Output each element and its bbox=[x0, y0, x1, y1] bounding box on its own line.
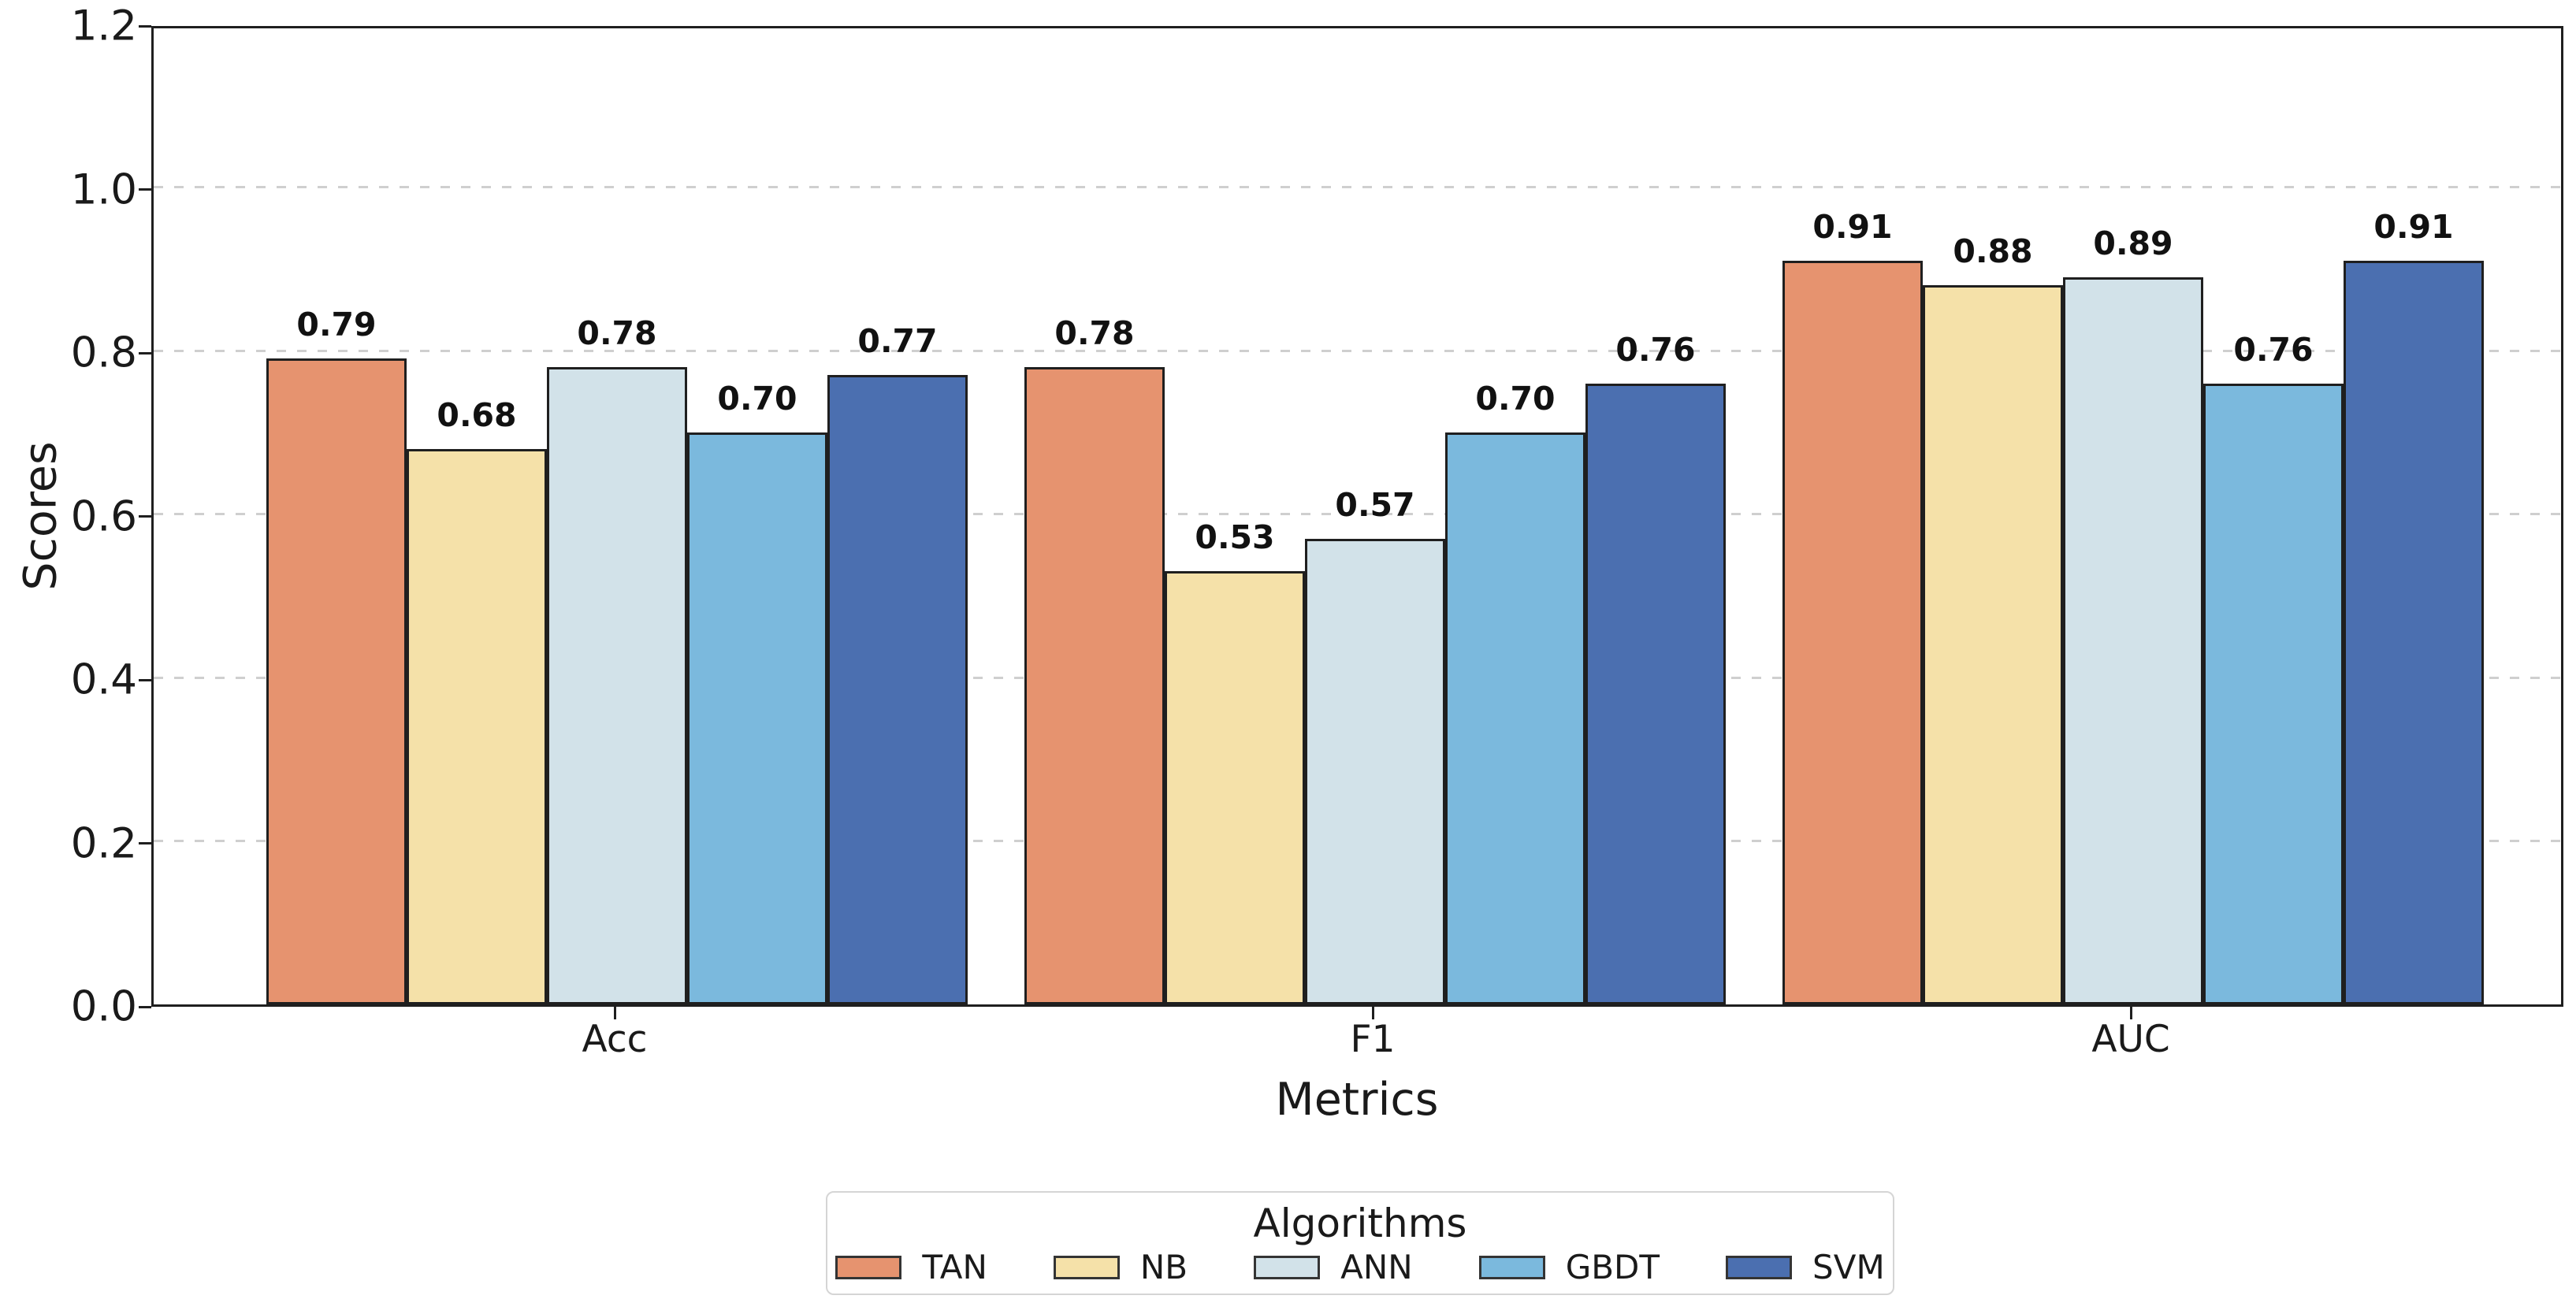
y-tick-label: 0.2 bbox=[70, 819, 137, 867]
x-tick-label-F1: F1 bbox=[1350, 1018, 1396, 1061]
x-tick-mark bbox=[613, 1007, 616, 1019]
y-tick-mark bbox=[139, 678, 151, 681]
bar-GBDT-AUC bbox=[2203, 383, 2344, 1004]
bar-NB-Acc bbox=[407, 448, 547, 1004]
legend-swatch-GBDT bbox=[1478, 1256, 1545, 1280]
bar-GBDT-Acc bbox=[687, 432, 827, 1004]
y-tick-label: 0.8 bbox=[70, 328, 137, 377]
bar-value-SVM-AUC: 0.91 bbox=[2373, 207, 2454, 246]
y-tick-mark bbox=[139, 1005, 151, 1008]
legend-swatch-TAN bbox=[835, 1256, 902, 1280]
bar-value-SVM-F1: 0.76 bbox=[1615, 330, 1696, 369]
bar-SVM-F1 bbox=[1585, 383, 1726, 1004]
legend-items: TAN NB ANN GBDT SVM bbox=[835, 1248, 1885, 1287]
bar-TAN-AUC bbox=[1782, 260, 1923, 1004]
legend-item-SVM: SVM bbox=[1726, 1251, 1885, 1284]
bar-ANN-AUC bbox=[2063, 277, 2203, 1004]
bar-ANN-Acc bbox=[547, 366, 687, 1004]
y-axis-title: Scores bbox=[14, 441, 67, 591]
bar-value-NB-Acc: 0.68 bbox=[437, 395, 517, 434]
x-axis-title: Metrics bbox=[1275, 1074, 1439, 1126]
bar-NB-AUC bbox=[1923, 285, 2063, 1004]
bar-value-GBDT-Acc: 0.70 bbox=[717, 379, 797, 418]
y-tick-label: 1.0 bbox=[70, 165, 137, 213]
legend-swatch-NB bbox=[1053, 1256, 1120, 1280]
y-tick-mark bbox=[139, 515, 151, 518]
legend-label-TAN: TAN bbox=[922, 1248, 987, 1287]
bar-value-GBDT-AUC: 0.76 bbox=[2233, 330, 2314, 369]
bar-value-NB-AUC: 0.88 bbox=[1953, 232, 2033, 270]
bar-value-GBDT-F1: 0.70 bbox=[1475, 379, 1556, 418]
bar-value-TAN-Acc: 0.79 bbox=[296, 306, 377, 344]
legend-item-TAN: TAN bbox=[835, 1251, 987, 1284]
plot-area: 0.79 0.68 0.78 0.70 0.77 0.78 0.53 0.57 0.70 0.76… bbox=[151, 26, 2563, 1007]
y-tick-label: 0.4 bbox=[70, 655, 137, 704]
bar-NB-F1 bbox=[1165, 571, 1305, 1004]
bar-value-TAN-AUC: 0.91 bbox=[1812, 207, 1893, 246]
y-tick-label: 0.6 bbox=[70, 492, 137, 540]
bar-value-ANN-Acc: 0.78 bbox=[577, 314, 657, 352]
legend-item-NB: NB bbox=[1053, 1248, 1188, 1287]
bar-GBDT-F1 bbox=[1445, 432, 1585, 1004]
gridline bbox=[154, 513, 2561, 515]
bar-value-ANN-AUC: 0.89 bbox=[2093, 224, 2173, 262]
y-tick-mark bbox=[139, 351, 151, 354]
x-tick-mark bbox=[2129, 1007, 2132, 1019]
legend-item-GBDT: GBDT bbox=[1478, 1248, 1660, 1287]
y-tick-label: 1.2 bbox=[70, 2, 137, 50]
x-tick-label-AUC: AUC bbox=[2091, 1018, 2170, 1061]
gridline bbox=[154, 349, 2561, 352]
legend-title: Algorithms bbox=[1253, 1200, 1467, 1246]
y-tick-mark bbox=[139, 24, 151, 28]
legend-item-ANN: ANN bbox=[1254, 1251, 1413, 1284]
bar-value-SVM-Acc: 0.77 bbox=[857, 322, 938, 361]
bar-SVM-Acc bbox=[827, 375, 968, 1004]
bar-value-NB-F1: 0.53 bbox=[1195, 518, 1275, 557]
bar-value-ANN-F1: 0.57 bbox=[1335, 485, 1415, 524]
legend-label-NB: NB bbox=[1139, 1248, 1188, 1287]
bar-TAN-F1 bbox=[1024, 366, 1165, 1004]
gridline bbox=[154, 186, 2561, 188]
legend-label-SVM: SVM bbox=[1812, 1248, 1885, 1287]
y-tick-mark bbox=[139, 188, 151, 191]
bar-ANN-F1 bbox=[1305, 538, 1445, 1004]
bar-TAN-Acc bbox=[266, 358, 407, 1004]
legend: Algorithms TAN NB ANN GBDT SVM bbox=[826, 1191, 1894, 1295]
bar-value-TAN-F1: 0.78 bbox=[1054, 314, 1135, 352]
legend-label-GBDT: GBDT bbox=[1565, 1248, 1660, 1287]
legend-swatch-ANN bbox=[1254, 1256, 1321, 1280]
y-tick-label: 0.0 bbox=[70, 982, 137, 1031]
x-tick-label-Acc: Acc bbox=[582, 1018, 648, 1061]
legend-swatch-SVM bbox=[1726, 1256, 1793, 1280]
y-tick-mark bbox=[139, 842, 151, 844]
bar-SVM-AUC bbox=[2344, 260, 2484, 1004]
x-tick-mark bbox=[1371, 1007, 1374, 1019]
legend-label-ANN: ANN bbox=[1340, 1248, 1413, 1287]
